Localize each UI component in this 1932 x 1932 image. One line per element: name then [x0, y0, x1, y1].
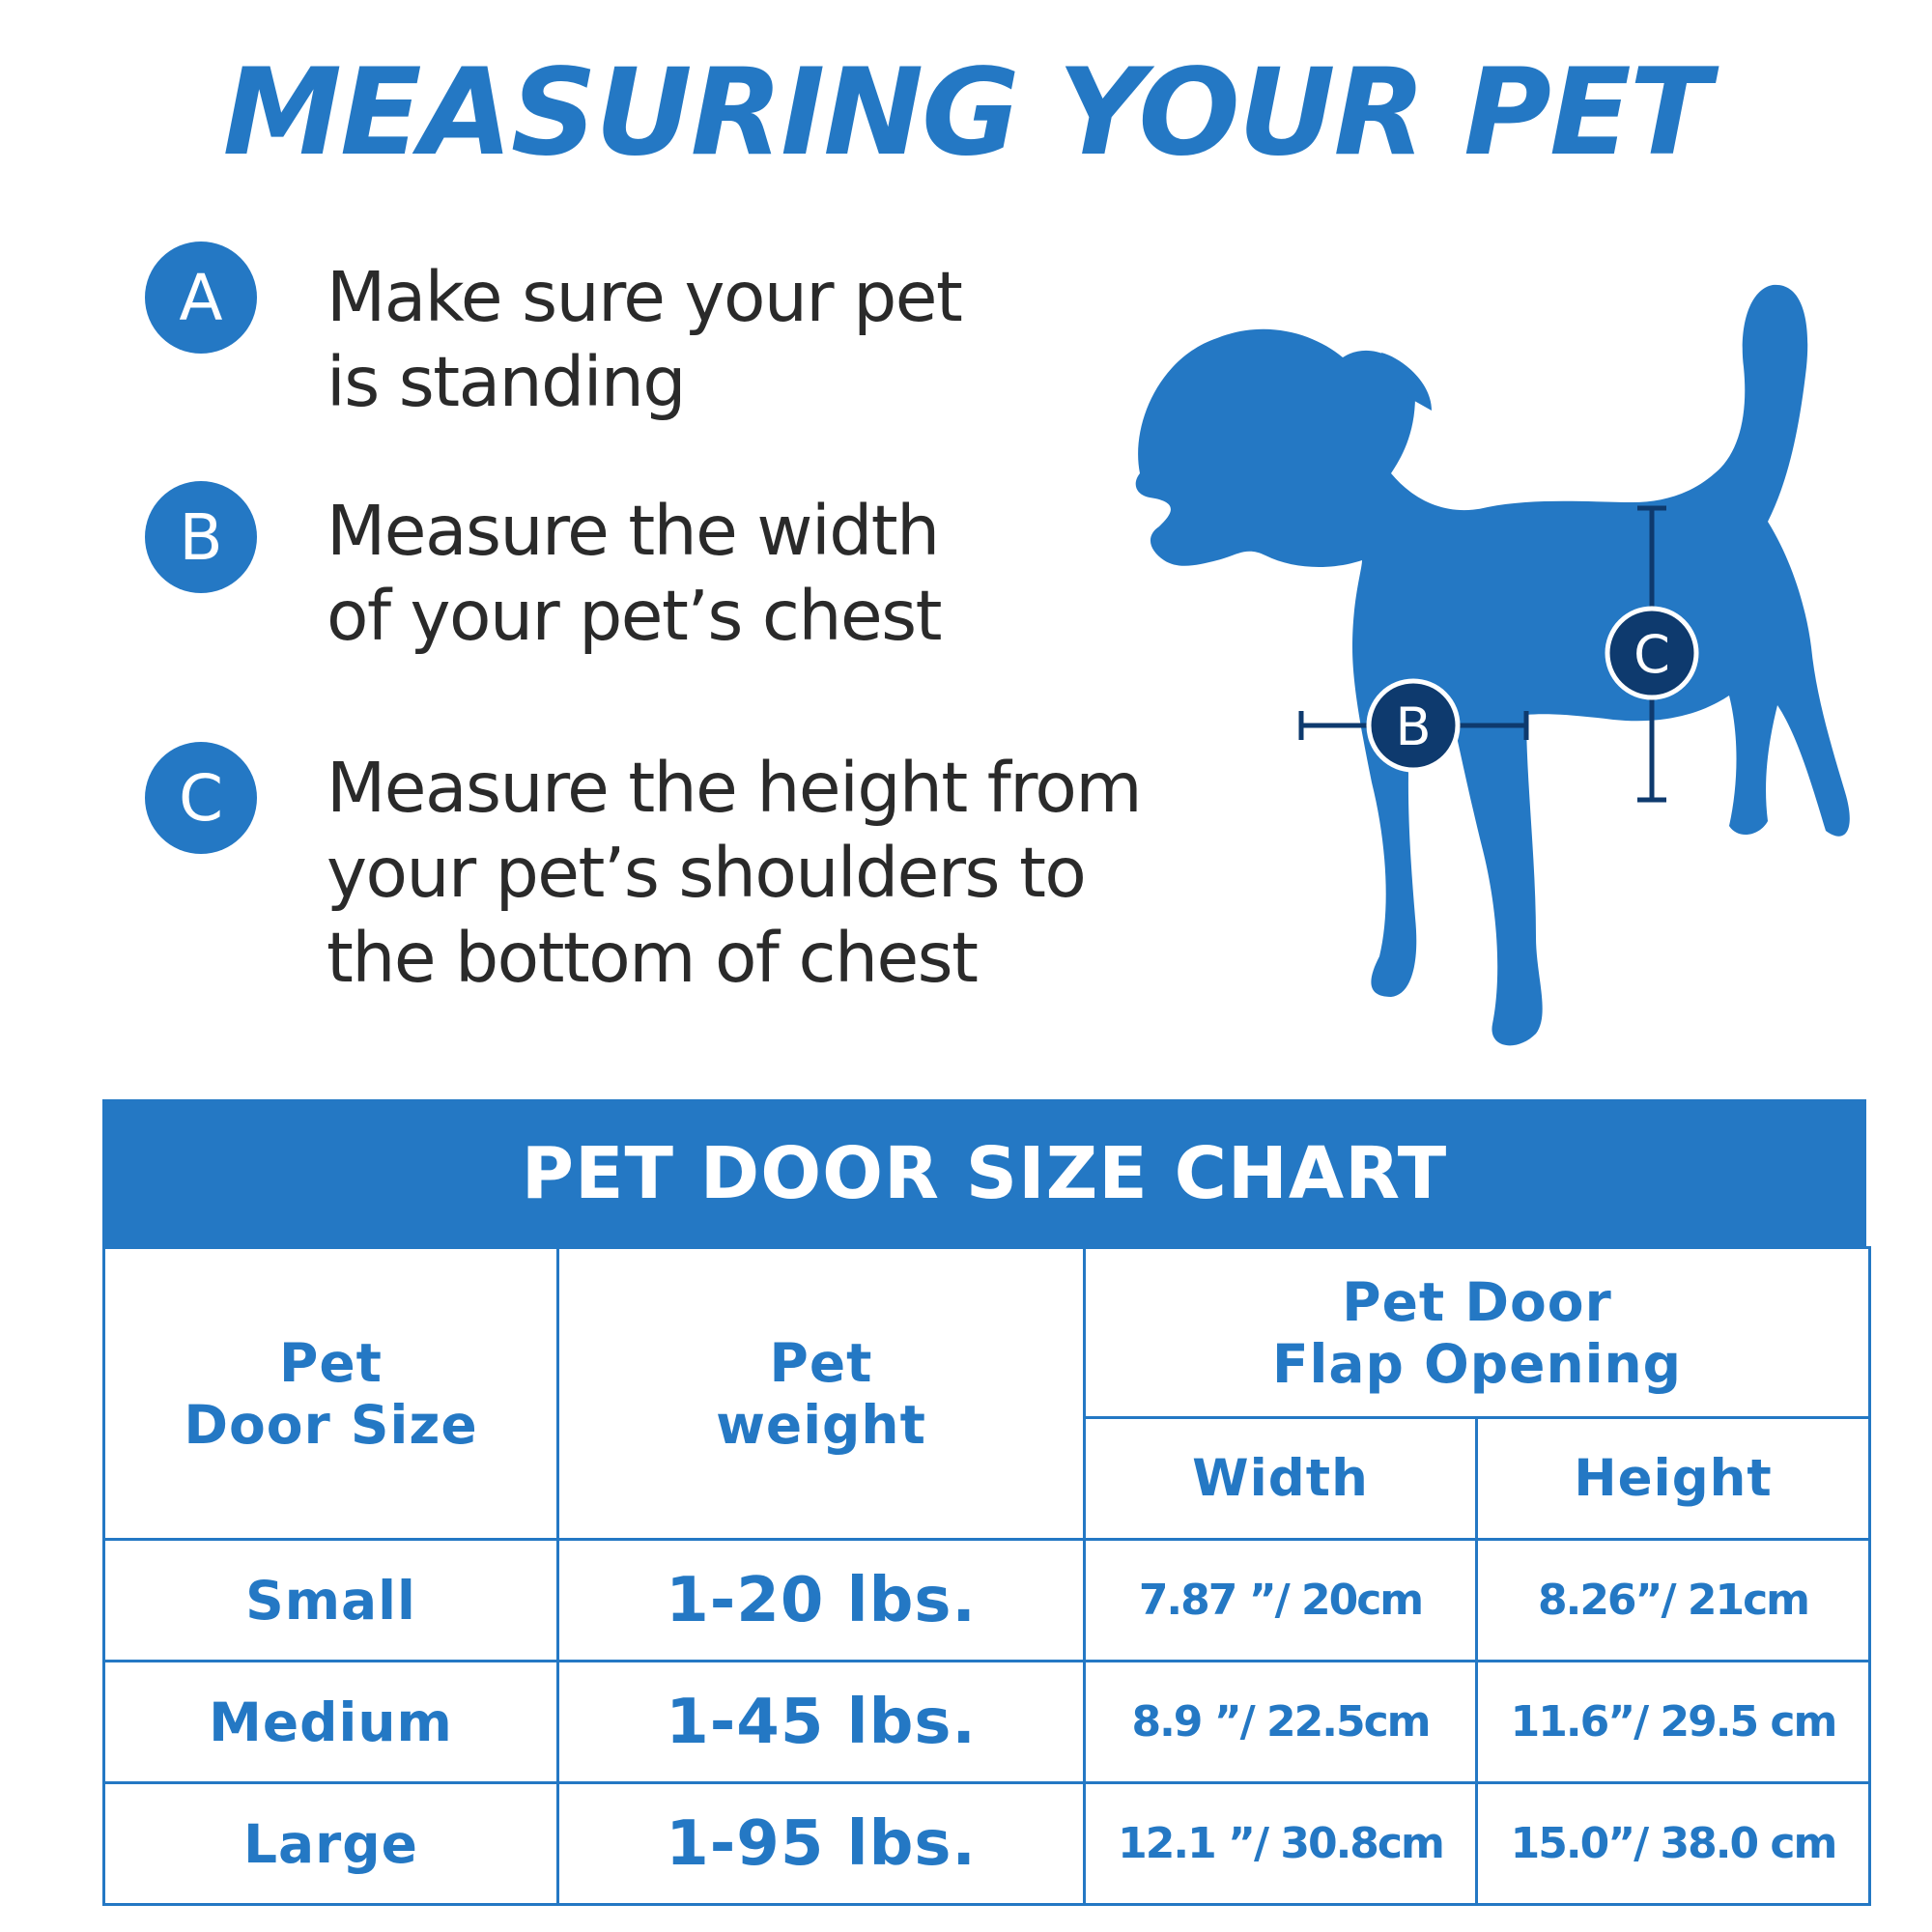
header-flap-opening: Pet Door Flap Opening — [1083, 1246, 1871, 1419]
row-size: Medium — [102, 1660, 559, 1784]
table-row: Medium 1-45 lbs. 8.9 ”/ 22.5cm 11.6”/ 29… — [102, 1660, 1871, 1784]
marker-b: B — [1366, 678, 1461, 773]
dog-silhouette — [1135, 284, 1850, 1046]
row-height: 11.6”/ 29.5 cm — [1475, 1660, 1871, 1784]
marker-b-label: B — [1395, 696, 1431, 757]
step-b-text: Measure the width of your pet’s chest — [327, 491, 942, 656]
row-size: Small — [102, 1538, 559, 1662]
marker-c-label: C — [1634, 624, 1670, 685]
size-chart-table: Pet Door Size Pet weight Pet Door Flap O… — [102, 1246, 1871, 1906]
table-row: Small 1-20 lbs. 7.87 ”/ 20cm 8.26”/ 21cm — [102, 1538, 1871, 1662]
dog-measurement-diagram: C B — [1135, 284, 1850, 1046]
header-pet-weight: Pet weight — [556, 1246, 1086, 1541]
header-width: Width — [1083, 1416, 1478, 1541]
row-weight: 1-45 lbs. — [556, 1660, 1086, 1784]
row-height: 15.0”/ 38.0 cm — [1475, 1781, 1871, 1906]
marker-c: C — [1605, 606, 1699, 700]
size-chart-title: PET DOOR SIZE CHART — [102, 1099, 1866, 1248]
step-a-text: Make sure your pet is standing — [327, 257, 963, 422]
table-row: Large 1-95 lbs. 12.1 ”/ 30.8cm 15.0”/ 38… — [102, 1781, 1871, 1906]
page-title: MEASURING YOUR PET — [222, 43, 1712, 183]
step-b-badge: B — [145, 481, 257, 593]
row-height: 8.26”/ 21cm — [1475, 1538, 1871, 1662]
header-height: Height — [1475, 1416, 1871, 1541]
step-c-text: Measure the height from your pet’s shoul… — [327, 748, 1143, 998]
row-width: 12.1 ”/ 30.8cm — [1083, 1781, 1478, 1906]
row-weight: 1-20 lbs. — [556, 1538, 1086, 1662]
row-width: 8.9 ”/ 22.5cm — [1083, 1660, 1478, 1784]
row-width: 7.87 ”/ 20cm — [1083, 1538, 1478, 1662]
row-size: Large — [102, 1781, 559, 1906]
row-weight: 1-95 lbs. — [556, 1781, 1086, 1906]
step-c-badge: C — [145, 742, 257, 854]
header-pet-door-size: Pet Door Size — [102, 1246, 559, 1541]
step-a-badge: A — [145, 242, 257, 354]
